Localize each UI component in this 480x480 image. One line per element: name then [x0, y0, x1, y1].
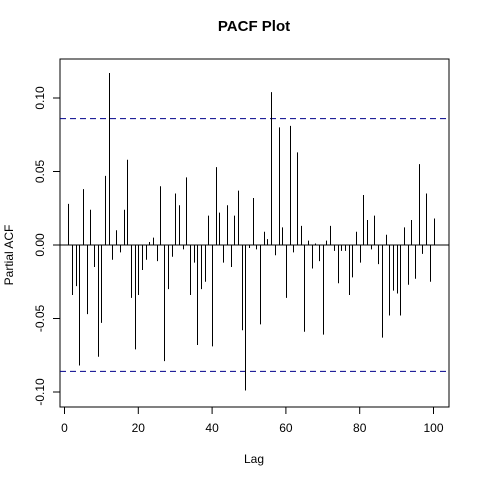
x-tick-label: 0	[61, 421, 68, 435]
x-tick-label: 40	[205, 421, 219, 435]
pacf-bars	[68, 73, 435, 391]
y-tick-label: 0.10	[33, 86, 47, 110]
x-tick-label: 20	[132, 421, 146, 435]
plot-frame	[59, 58, 450, 408]
x-axis-label: Lag	[244, 452, 264, 466]
chart-title: PACF Plot	[218, 18, 290, 35]
confidence-bounds	[60, 118, 449, 372]
y-tick-label: -0.05	[33, 305, 47, 333]
x-tick-label: 60	[279, 421, 293, 435]
y-tick-label: 0.00	[33, 233, 47, 257]
x-tick-label: 100	[423, 421, 443, 435]
x-tick-label: 80	[353, 421, 367, 435]
y-tick-label: -0.10	[33, 378, 47, 406]
x-axis: 0 20 40 60 80 100	[61, 406, 444, 435]
y-axis: -0.10 -0.05 0.00 0.05 0.10	[33, 86, 61, 406]
y-tick-label: 0.05	[33, 159, 47, 183]
y-axis-label: Partial ACF	[2, 225, 16, 286]
